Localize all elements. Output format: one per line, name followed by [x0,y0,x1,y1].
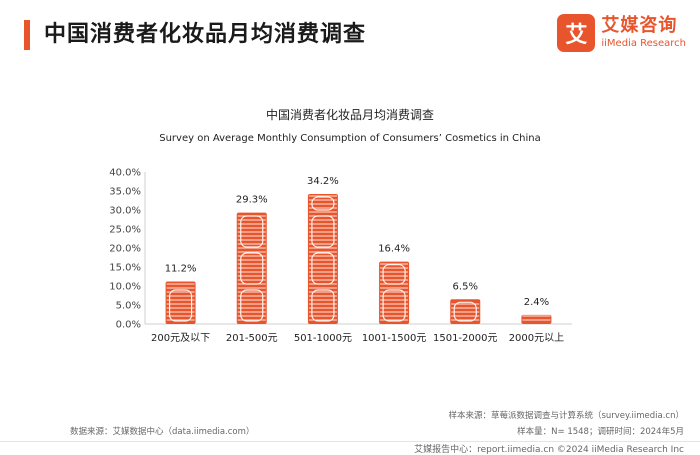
bar-4 [450,299,481,324]
page-title: 中国消费者化妆品月均消费调查 [44,22,367,47]
bar-2 [307,194,338,324]
logo-chinese-name: 艾媒咨询 [601,15,678,36]
chart-title: 中国消费者化妆品月均消费调查 [266,107,434,122]
chart-subtitle: Survey on Average Monthly Consumption of… [159,133,541,144]
bar-3 [379,261,410,324]
x-tick-label: 2000元以上 [509,332,564,344]
data-label: 6.5% [453,281,478,292]
logo-mark-icon: 艾 [557,14,596,52]
iimedia-logo: 艾 艾媒咨询 iiMedia Research [557,14,686,52]
y-tick-label: 20.0% [109,244,141,255]
footer-text[interactable]: 艾媒报告中心：report.iimedia.cn ©2024 iiMedia R… [414,445,684,455]
x-tick-label: 1001-1500元 [362,333,427,344]
bar-0 [165,281,196,324]
y-tick-label: 35.0% [109,187,141,198]
data-label: 34.2% [307,176,339,187]
sample-info: 样本来源：草莓派数据调查与计算系统（survey.iimedia.cn） 样本量… [448,408,684,440]
sample-size: 样本量：N= 1548；调研时间：2024年5月 [517,427,684,437]
y-tick-label: 5.0% [116,301,141,312]
bar-5 [521,314,552,324]
data-source: 数据来源：艾媒数据中心（data.iimedia.com） [70,427,255,437]
logo-english-name: iiMedia Research [601,38,686,49]
data-label: 2.4% [524,297,549,308]
x-tick-label: 200元及以下 [151,332,210,344]
x-tick-label: 501-1000元 [294,333,352,344]
data-label: 29.3% [236,195,268,206]
title-accent-bar [24,20,30,50]
x-tick-label: 201-500元 [226,333,278,344]
data-label: 16.4% [378,244,410,255]
y-tick-label: 25.0% [109,225,141,236]
sample-source: 样本来源：草莓派数据调查与计算系统（survey.iimedia.cn） [448,411,684,421]
y-tick-label: 0.0% [116,320,141,331]
footer-divider [0,441,700,442]
y-tick-label: 10.0% [109,282,141,293]
y-tick-label: 40.0% [109,168,141,179]
data-label: 11.2% [165,263,197,274]
y-tick-label: 15.0% [109,263,141,274]
x-tick-label: 1501-2000元 [433,333,498,344]
y-tick-label: 30.0% [109,206,141,217]
bar-1 [236,212,267,324]
